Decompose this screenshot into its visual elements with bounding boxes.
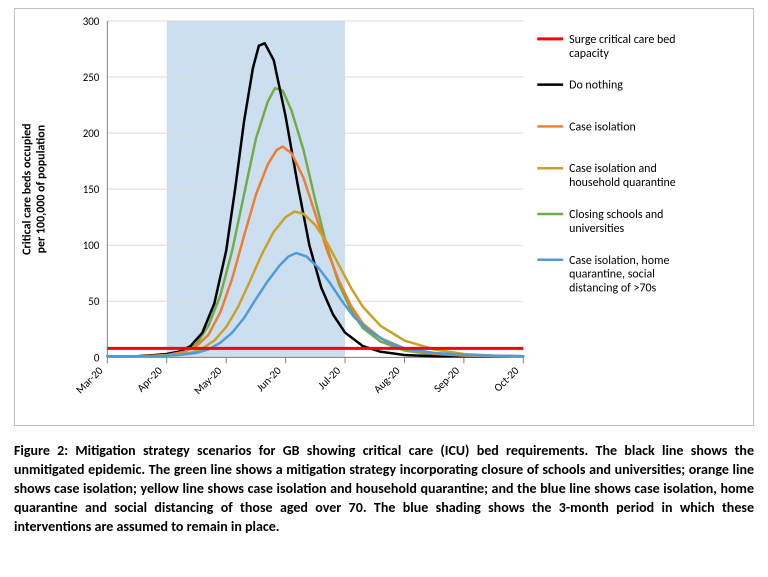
line-chart: 0 50 100 150 200 250 300 Mar-20 Apr-20 May-20 Jun-…: [15, 9, 753, 425]
y-tick-label: 100: [83, 239, 100, 252]
x-tick-label: Sep-20: [431, 364, 462, 395]
y-tick-label: 150: [83, 183, 100, 196]
legend-label-surge: Surge critical care bedcapacity: [569, 33, 675, 61]
legend-label-schools: Closing schools anduniversities: [569, 208, 663, 236]
x-tick-label: Aug-20: [371, 364, 403, 396]
x-tick-label: Oct-20: [491, 364, 521, 394]
y-tick-label: 300: [83, 15, 100, 28]
y-tick-label: 200: [83, 127, 100, 140]
y-tick-label: 250: [83, 71, 100, 84]
x-tick-label: Mar-20: [73, 364, 106, 397]
y-axis-label: Critical care beds occupiedper 100,000 o…: [21, 123, 49, 254]
legend-label-case_isolation: Case isolation: [569, 120, 636, 134]
y-tick-label: 0: [94, 351, 100, 364]
legend-label-do_nothing: Do nothing: [569, 79, 623, 93]
x-tick-label: Jul-20: [315, 364, 343, 392]
chart-container: 0 50 100 150 200 250 300 Mar-20 Apr-20 May-20 Jun-…: [14, 8, 754, 426]
legend-label-ci_hq: Case isolation andhousehold quarantine: [569, 162, 676, 190]
x-tick-label: Jun-20: [254, 364, 284, 394]
x-tick-label: Apr-20: [134, 364, 165, 395]
figure-caption: Figure 2: Mitigation strategy scenarios …: [14, 442, 754, 536]
legend-label-ci_hq_sd70: Case isolation, homequarantine, socialdi…: [569, 254, 669, 296]
x-tick-label: May-20: [191, 364, 224, 397]
y-tick-label: 50: [88, 295, 100, 308]
